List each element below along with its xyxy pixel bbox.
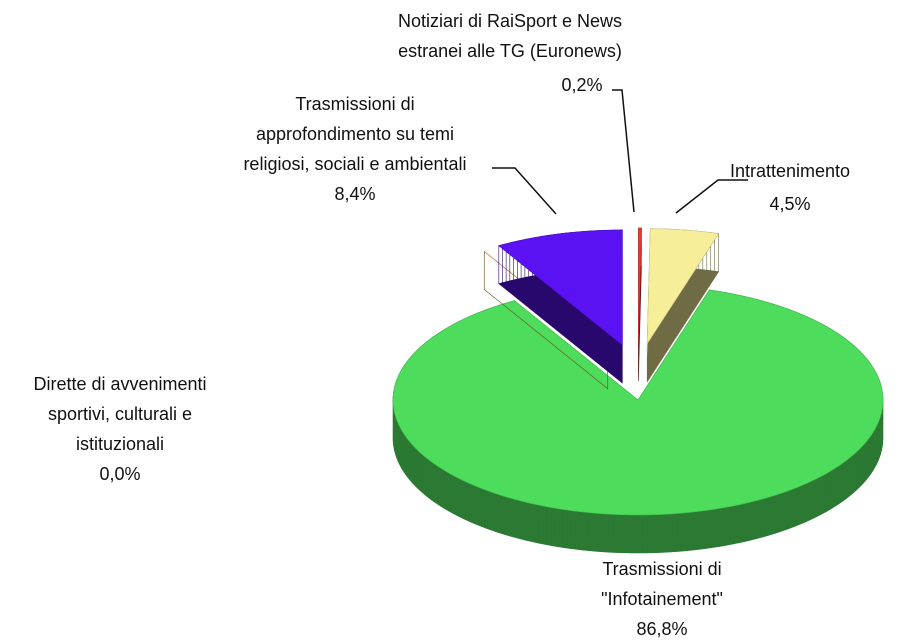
slice xyxy=(646,228,720,345)
slice-label: Notiziari di RaiSport e News estranei all… xyxy=(398,11,622,61)
value-label: 0,0% xyxy=(99,464,140,484)
leader-line xyxy=(612,89,635,213)
slice xyxy=(498,229,623,346)
value-label: 0,2% xyxy=(561,75,602,95)
value-label: 86,8% xyxy=(636,619,687,639)
slice-label: Trasmissioni di approfondimento su temi re… xyxy=(243,94,466,174)
slice-label: Trasmissioni di "Infotainement" xyxy=(601,559,723,609)
leader-line xyxy=(492,167,557,215)
slice xyxy=(638,227,642,344)
leader-line xyxy=(675,179,748,214)
slice-label: Dirette di avvenimenti sportivi, cultural… xyxy=(33,374,206,454)
value-label: 4,5% xyxy=(769,194,810,214)
slice xyxy=(392,289,884,516)
slice-label: Intrattenimento xyxy=(730,161,850,181)
value-label: 8,4% xyxy=(334,184,375,204)
